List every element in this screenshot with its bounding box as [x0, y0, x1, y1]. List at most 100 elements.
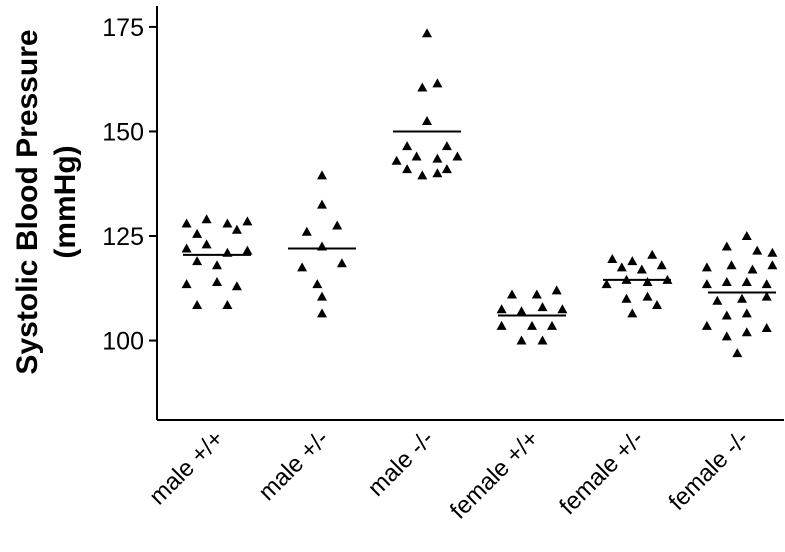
data-point	[557, 304, 568, 314]
data-point	[726, 260, 737, 270]
data-point	[181, 243, 192, 253]
data-point	[336, 258, 347, 268]
data-point	[516, 335, 527, 345]
data-point	[547, 320, 557, 330]
data-point	[636, 264, 647, 274]
data-point	[721, 241, 732, 251]
group-2	[288, 170, 356, 318]
y-axis-ticks: 100 125 150 175	[102, 14, 157, 356]
data-point	[516, 306, 527, 316]
data-point	[721, 277, 732, 286]
data-point	[301, 226, 312, 236]
group-4	[496, 285, 568, 345]
y-tick-label: 175	[102, 14, 144, 42]
data-point	[496, 320, 507, 330]
data-point	[231, 281, 242, 291]
data-point	[192, 256, 203, 266]
data-point	[417, 82, 428, 92]
x-category-label: male -/-	[363, 425, 440, 502]
data-point	[402, 141, 413, 151]
data-point	[701, 320, 712, 330]
y-axis-title: Systolic Blood Pressure (mmHg)	[11, 29, 82, 374]
x-axis-labels: male +/+ male +/- male -/- female +/+ female…	[144, 425, 754, 524]
data-point	[317, 241, 327, 251]
data-point	[242, 216, 253, 226]
data-point	[767, 247, 778, 257]
data-point	[231, 224, 242, 234]
y-tick-label: 125	[102, 223, 144, 251]
data-point	[531, 289, 542, 299]
x-category-label: female -/-	[663, 425, 754, 516]
data-point	[741, 277, 752, 286]
data-point	[422, 28, 432, 38]
data-point	[297, 262, 308, 272]
y-axis-title-line-2: (mmHg)	[49, 145, 82, 258]
data-point	[701, 279, 712, 289]
data-point	[737, 293, 747, 303]
group-5	[601, 249, 673, 318]
data-point	[767, 260, 778, 270]
data-point	[627, 308, 638, 318]
data-point	[432, 153, 443, 163]
data-point	[222, 247, 233, 257]
data-point	[181, 218, 192, 228]
data-point	[192, 300, 203, 309]
y-tick-label: 100	[102, 328, 144, 356]
y-tick-label: 150	[102, 118, 144, 146]
data-point	[712, 295, 723, 305]
data-point	[317, 291, 327, 301]
data-point	[201, 239, 212, 249]
data-point	[616, 262, 627, 272]
group-1	[181, 214, 253, 309]
data-point	[732, 348, 743, 358]
data-point	[761, 291, 772, 301]
data-point	[761, 279, 772, 289]
group-3	[391, 28, 463, 180]
data-point	[452, 151, 463, 161]
data-point	[441, 164, 452, 174]
data-point	[761, 323, 772, 332]
data-point	[391, 155, 402, 165]
data-point	[422, 116, 432, 125]
data-point	[621, 293, 632, 303]
data-point	[181, 279, 192, 289]
data-point	[201, 214, 212, 224]
data-point	[317, 308, 327, 318]
x-category-label: female +/-	[554, 425, 649, 520]
data-point	[537, 302, 548, 312]
data-point	[242, 245, 253, 255]
data-point	[317, 170, 327, 180]
data-point	[222, 300, 233, 309]
data-point	[192, 228, 203, 238]
data-point	[417, 170, 428, 180]
data-point	[441, 141, 452, 151]
data-point	[647, 249, 658, 259]
data-point	[537, 335, 548, 345]
data-point	[527, 320, 537, 330]
data-point	[507, 289, 517, 299]
data-point	[432, 168, 443, 178]
data-point	[721, 331, 732, 341]
data-point	[551, 285, 562, 295]
x-category-label: female +/+	[445, 425, 544, 524]
data-point	[411, 151, 422, 161]
data-point	[741, 308, 752, 318]
data-point	[747, 264, 758, 274]
data-point	[607, 254, 618, 263]
data-groups	[181, 28, 778, 358]
y-axis-title-line-1: Systolic Blood Pressure	[11, 29, 44, 374]
data-point	[312, 279, 323, 289]
data-point	[752, 245, 763, 255]
data-point	[222, 218, 233, 228]
data-point	[317, 199, 327, 209]
data-point	[212, 277, 222, 286]
data-point	[402, 164, 413, 174]
data-point	[642, 277, 653, 286]
data-point	[652, 300, 662, 309]
x-category-label: male +/-	[253, 425, 334, 506]
data-point	[721, 310, 732, 320]
data-point	[496, 304, 507, 314]
data-point	[621, 274, 632, 284]
data-point	[642, 291, 653, 301]
